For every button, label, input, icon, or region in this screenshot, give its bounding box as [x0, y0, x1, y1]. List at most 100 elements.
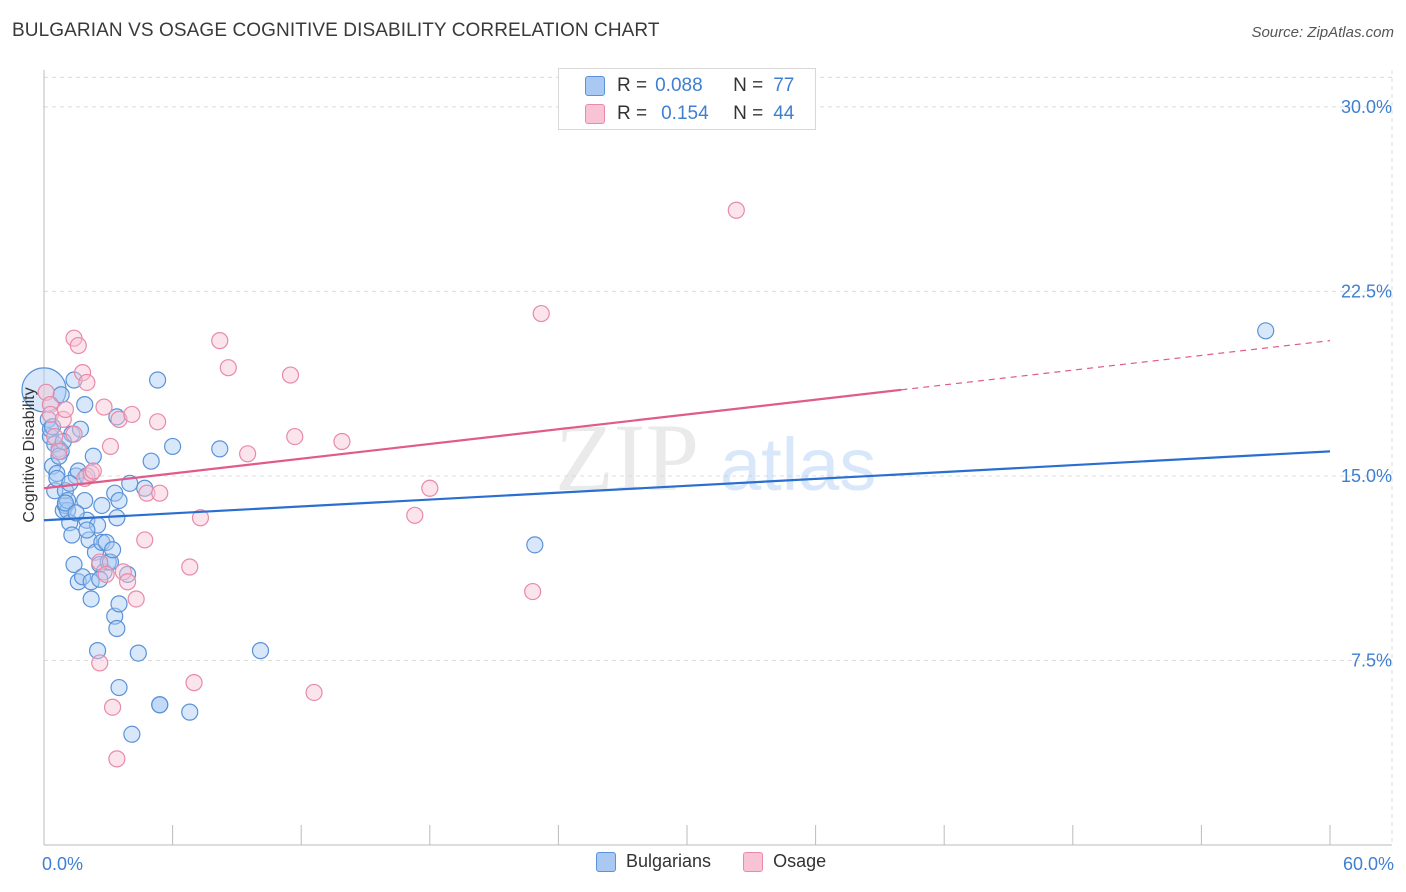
osage-point [286, 427, 304, 446]
osage-point [281, 366, 300, 384]
osage-point [148, 413, 167, 431]
osage-point [239, 445, 257, 463]
osage-point [95, 398, 113, 416]
tick-labels: 7.5% 15.0% 22.5% 30.0% 0.0% 60.0% [42, 97, 1394, 874]
osage-point [82, 464, 100, 483]
legend-r-value: 0.088 [655, 75, 703, 96]
osage-point [101, 437, 120, 456]
osage-point [118, 573, 137, 591]
bulgarian-point [82, 590, 100, 608]
bulgarian-point [123, 725, 141, 743]
legend-row-bulgarians: R = 0.088 N = 77 [585, 73, 794, 99]
bulgarian-point [148, 371, 167, 389]
bulgarian-point [211, 440, 229, 458]
bulgarian-point [526, 536, 544, 554]
osage-point [73, 364, 92, 382]
osage-point [219, 359, 237, 377]
bulgarian-point [110, 678, 128, 697]
bulgarian-point [93, 496, 111, 515]
osage-point [524, 582, 542, 601]
osage-point [78, 373, 96, 392]
bulgarian-point [48, 464, 66, 483]
chart-title: BULGARIAN VS OSAGE COGNITIVE DISABILITY … [12, 20, 660, 41]
legend-r-label: R = [617, 75, 648, 96]
osage-point [136, 531, 154, 549]
bulgarian-point [108, 619, 126, 638]
bottom-legend-swatch-osage [743, 851, 764, 872]
osage-point [123, 405, 141, 424]
legend-n-value: 44 [773, 103, 795, 124]
osage-point [69, 336, 87, 355]
legend: R = 0.088 N = 77 R = 0.154 N = 44 [558, 68, 816, 130]
osage-point [56, 400, 75, 419]
osage-point [97, 565, 115, 583]
bulgarian-point [78, 521, 96, 539]
bulgarian-point [63, 526, 81, 544]
bottom-legend-label-bulgarians: Bulgarians [626, 851, 712, 871]
osage-point [181, 558, 199, 576]
bottom-legend-swatch-bulgarians [596, 851, 616, 872]
bulgarian-point [129, 644, 147, 662]
legend-swatch-osage [585, 104, 605, 124]
data-points [21, 201, 1275, 768]
osage-point [333, 432, 351, 451]
trend-lines [43, 340, 1331, 522]
bulgarian-point [103, 541, 122, 559]
bottom-legend-bulgarians: Bulgarians [596, 851, 711, 872]
bottom-legend: Bulgarians Osage [596, 851, 858, 872]
osage-point [151, 484, 169, 502]
legend-swatch-bulgarians [585, 76, 605, 96]
bulgarian-point [21, 367, 67, 413]
x-tick-label-max: 60.0% [1343, 854, 1394, 874]
osage-point [305, 683, 323, 702]
axes [43, 70, 1392, 846]
osage-point [727, 201, 745, 219]
bulgarian-point [108, 509, 126, 527]
osage-point [46, 427, 64, 446]
bulgarian-point [1257, 322, 1275, 340]
y-tick-label: 30.0% [1341, 97, 1392, 117]
legend-r-value: 0.154 [661, 103, 709, 124]
bulgarian-point [110, 595, 128, 613]
osage-trend-extension [901, 340, 1331, 391]
legend-n-label: N = [733, 103, 764, 124]
osage-point [211, 332, 229, 350]
bulgarian-point [65, 555, 83, 574]
x-tick-label-min: 0.0% [42, 854, 83, 874]
legend-r-label: R = [617, 103, 648, 124]
bulgarian-point [56, 494, 75, 512]
osage-point [110, 410, 128, 428]
osage-point [138, 484, 156, 502]
bulgarian-trend-line [43, 450, 1331, 522]
bulgarian-point [76, 491, 94, 510]
osage-trend-line [43, 388, 902, 490]
osage-point [191, 509, 210, 527]
osage-point [127, 590, 145, 608]
bulgarian-point [251, 642, 270, 660]
watermark-zip: ZIP [555, 404, 699, 511]
bulgarian-point [164, 437, 182, 456]
osage-point [108, 750, 126, 768]
bulgarian-point [110, 491, 128, 510]
osage-point [421, 479, 439, 497]
bulgarian-point [61, 474, 79, 492]
osage-point [84, 462, 102, 480]
osage-point [185, 674, 203, 692]
y-axis-label: Cognitive Disability [21, 387, 38, 522]
bulgarian-point [58, 491, 77, 510]
osage-point [406, 506, 424, 524]
bulgarian-point [142, 452, 160, 470]
osage-point [114, 563, 132, 581]
legend-n-label: N = [733, 75, 764, 96]
bulgarian-point [84, 447, 102, 465]
bulgarian-point [73, 568, 92, 586]
legend-n-value: 77 [773, 75, 795, 96]
chart-source: Source: ZipAtlas.com [1251, 24, 1394, 41]
bulgarian-point [76, 396, 94, 414]
y-tick-label: 15.0% [1341, 466, 1392, 486]
osage-point [65, 425, 83, 443]
grid-lines [44, 70, 1393, 845]
bottom-legend-label-osage: Osage [773, 851, 827, 871]
bulgarian-point [151, 696, 169, 714]
